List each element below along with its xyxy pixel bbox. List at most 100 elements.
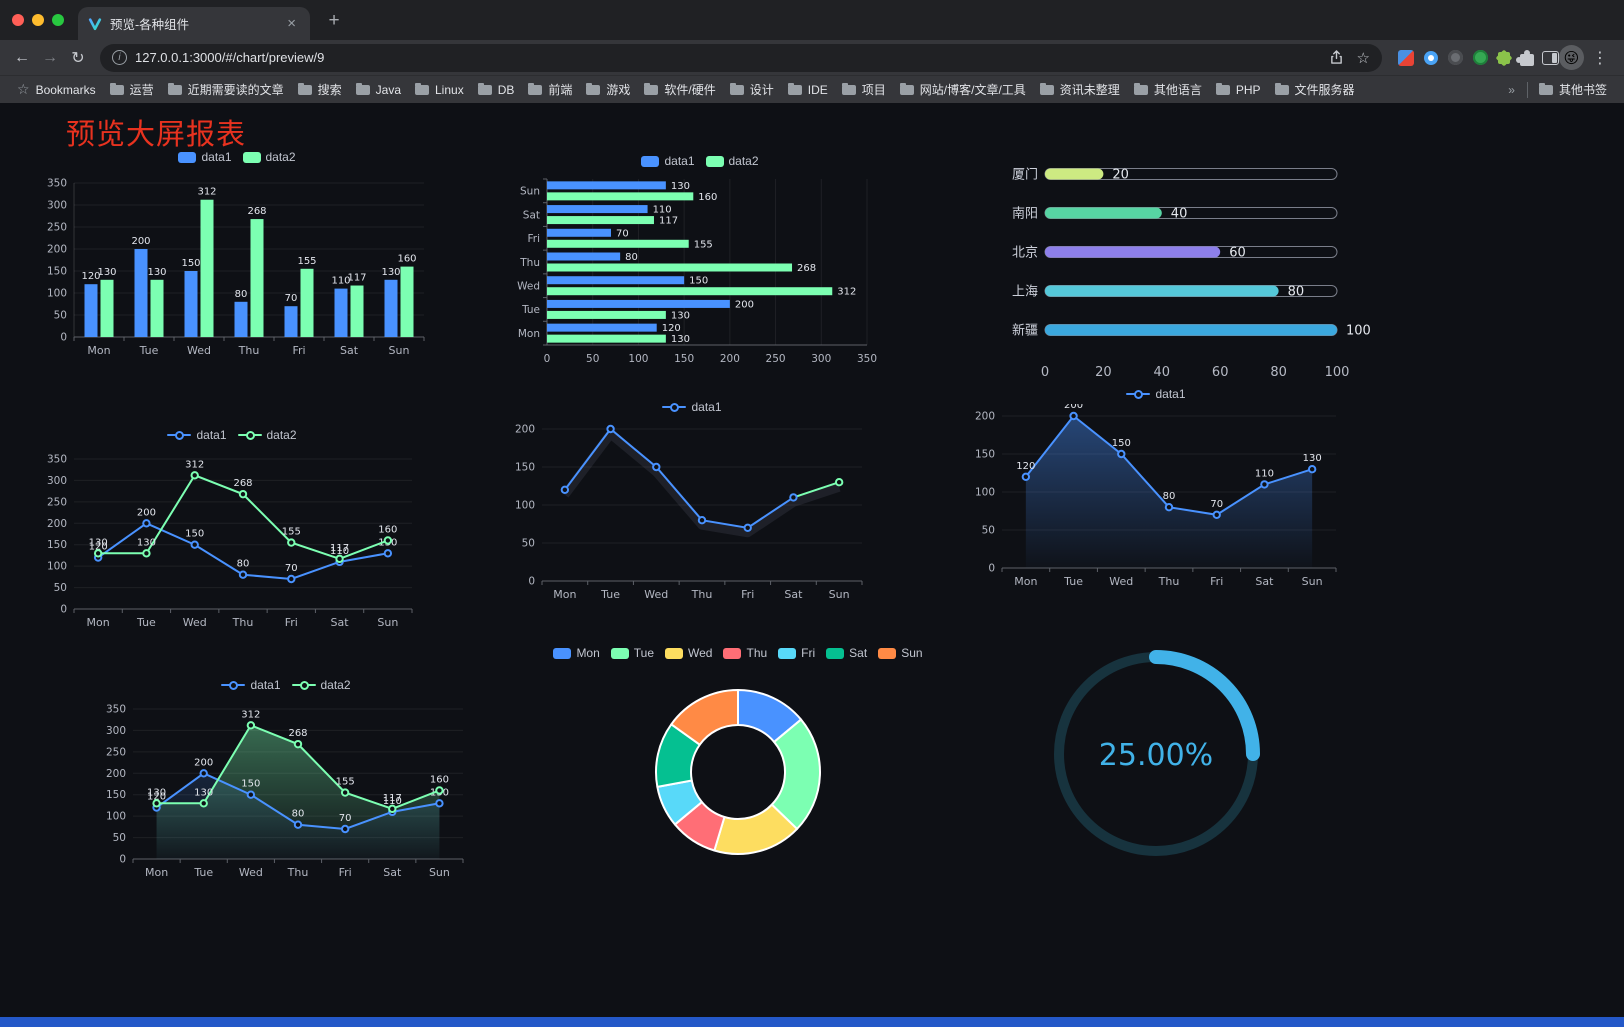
extensions-puzzle-icon[interactable] <box>1516 49 1534 66</box>
legend-item[interactable]: data2 <box>237 428 297 442</box>
legend-item[interactable]: data1 <box>221 678 281 692</box>
folder-icon <box>644 82 659 95</box>
svg-text:110: 110 <box>331 276 350 287</box>
svg-text:268: 268 <box>247 206 266 217</box>
legend-item[interactable]: Tue <box>610 646 654 660</box>
site-info-icon[interactable]: i <box>112 50 127 65</box>
other-bookmarks-button[interactable]: 其他书签 <box>1532 79 1614 101</box>
legend-item[interactable]: data1 <box>167 428 227 442</box>
legend-item[interactable]: data2 <box>291 678 351 692</box>
bookmark-item[interactable]: 文件服务器 <box>1268 79 1362 101</box>
bookmarks-button[interactable]: ☆ Bookmarks <box>10 79 103 101</box>
folder-icon <box>167 82 182 95</box>
svg-text:117: 117 <box>659 216 678 227</box>
area-line-chart: data1 0 50 100 150 200 Mon Tue Wed Thu Fri Sat Sun 12… <box>960 384 1352 598</box>
svg-text:200: 200 <box>106 768 126 780</box>
svg-text:0: 0 <box>544 353 551 365</box>
legend-item[interactable]: data1 <box>178 150 232 164</box>
svg-text:120: 120 <box>662 323 681 334</box>
chart-legend: data1 <box>1126 384 1186 404</box>
svg-text:Thu: Thu <box>691 588 713 601</box>
svg-text:Sat: Sat <box>1255 575 1274 588</box>
forward-button[interactable]: → <box>42 48 58 66</box>
svg-text:200: 200 <box>515 424 535 436</box>
svg-text:Thu: Thu <box>1158 575 1180 588</box>
bookmark-item[interactable]: 前端 <box>521 79 579 101</box>
legend-item[interactable]: data2 <box>705 154 759 168</box>
svg-text:Fri: Fri <box>285 616 298 629</box>
folder-icon <box>528 82 543 95</box>
legend-item[interactable]: Sat <box>826 646 867 660</box>
extension-icon-blocks[interactable] <box>1398 49 1414 66</box>
svg-text:350: 350 <box>47 178 67 190</box>
legend-item[interactable]: data1 <box>641 154 695 168</box>
bookmarks-divider <box>1526 81 1528 98</box>
legend-item[interactable]: Fri <box>778 646 815 660</box>
svg-text:80: 80 <box>1163 491 1176 502</box>
legend-item[interactable]: data1 <box>662 400 722 414</box>
svg-text:Wed: Wed <box>183 616 207 629</box>
legend-item[interactable]: data1 <box>1126 387 1186 401</box>
new-tab-button[interactable]: + <box>328 10 340 31</box>
profile-avatar[interactable]: 😜 <box>1559 45 1584 70</box>
svg-text:Thu: Thu <box>287 866 309 879</box>
minimize-window-button[interactable] <box>32 14 44 26</box>
svg-text:150: 150 <box>47 539 67 551</box>
bookmark-item[interactable]: 项目 <box>835 79 893 101</box>
chart-legend: data1 data2 <box>167 425 297 445</box>
svg-text:新疆: 新疆 <box>1012 323 1038 339</box>
bookmark-item[interactable]: PHP <box>1209 79 1268 101</box>
svg-text:300: 300 <box>47 475 67 487</box>
extension-icon-star[interactable] <box>1498 51 1510 64</box>
browser-tab[interactable]: 预览-各种组件 × <box>78 7 310 40</box>
back-button[interactable]: ← <box>14 48 30 66</box>
bookmark-item[interactable]: IDE <box>781 79 835 101</box>
bookmark-item[interactable]: 近期需要读的文章 <box>161 79 291 101</box>
svg-text:Wed: Wed <box>644 588 668 601</box>
share-icon[interactable] <box>1330 50 1343 65</box>
extension-icon-gray-circle[interactable] <box>1448 50 1463 65</box>
bookmarks-overflow-button[interactable]: » <box>1508 82 1515 97</box>
two-series-area-chart: data1 data2 0 50 100 150 200 250 300 350 Mon Tue Wed… <box>95 675 477 889</box>
bookmark-item[interactable]: 网站/博客/文章/工具 <box>893 79 1033 101</box>
bookmark-item[interactable]: 软件/硬件 <box>637 79 722 101</box>
bookmark-item[interactable]: Java <box>349 79 408 101</box>
tab-close-button[interactable]: × <box>287 15 296 32</box>
bookmark-item[interactable]: 设计 <box>723 79 781 101</box>
svg-text:100: 100 <box>1325 365 1350 380</box>
address-bar[interactable]: i 127.0.0.1:3000/#/chart/preview/9 ☆ <box>100 43 1382 72</box>
bookmark-item[interactable]: DB <box>471 79 522 101</box>
tab-title: 预览-各种组件 <box>110 18 190 32</box>
svg-text:130: 130 <box>671 181 690 192</box>
close-window-button[interactable] <box>12 14 24 26</box>
legend-item[interactable]: Wed <box>665 646 712 660</box>
bookmark-item[interactable]: 搜索 <box>291 79 349 101</box>
bookmark-item[interactable]: 游戏 <box>579 79 637 101</box>
bookmark-item[interactable]: Linux <box>408 79 471 101</box>
bookmark-star-icon[interactable]: ☆ <box>1356 49 1370 67</box>
legend-item[interactable]: data2 <box>242 150 296 164</box>
bookmark-item[interactable]: 资讯未整理 <box>1033 79 1127 101</box>
reload-button[interactable]: ↻ <box>71 49 85 67</box>
legend-item[interactable]: Sun <box>878 646 923 660</box>
folder-icon <box>787 82 802 95</box>
folder-icon <box>355 82 370 95</box>
svg-text:155: 155 <box>336 777 355 788</box>
legend-item[interactable]: Thu <box>723 646 767 660</box>
star-icon: ☆ <box>17 81 30 97</box>
bookmarks-bar: ☆ Bookmarks 运营 近期需要读的文章 搜索 Java Linux DB 前端 游戏软… <box>0 76 1624 103</box>
svg-text:80: 80 <box>625 252 638 263</box>
svg-text:Sat: Sat <box>523 209 540 221</box>
bookmark-item[interactable]: 其他语言 <box>1127 79 1209 101</box>
extension-icon-green-circle[interactable] <box>1473 50 1488 65</box>
svg-text:50: 50 <box>982 525 995 537</box>
sidebar-toggle-icon[interactable] <box>1542 50 1559 65</box>
svg-text:Fri: Fri <box>741 588 754 601</box>
zoom-window-button[interactable] <box>52 14 64 26</box>
menu-button[interactable]: ⋮ <box>1592 49 1608 67</box>
svg-text:250: 250 <box>47 496 67 508</box>
extension-icon-pin[interactable] <box>1424 50 1438 65</box>
grouped-bar-chart: data1 data2 0 50 100 150 200 250 300 350 Mon Tue Wed… <box>38 147 436 367</box>
legend-item[interactable]: Mon <box>553 646 600 660</box>
bookmark-item[interactable]: 运营 <box>103 79 161 101</box>
